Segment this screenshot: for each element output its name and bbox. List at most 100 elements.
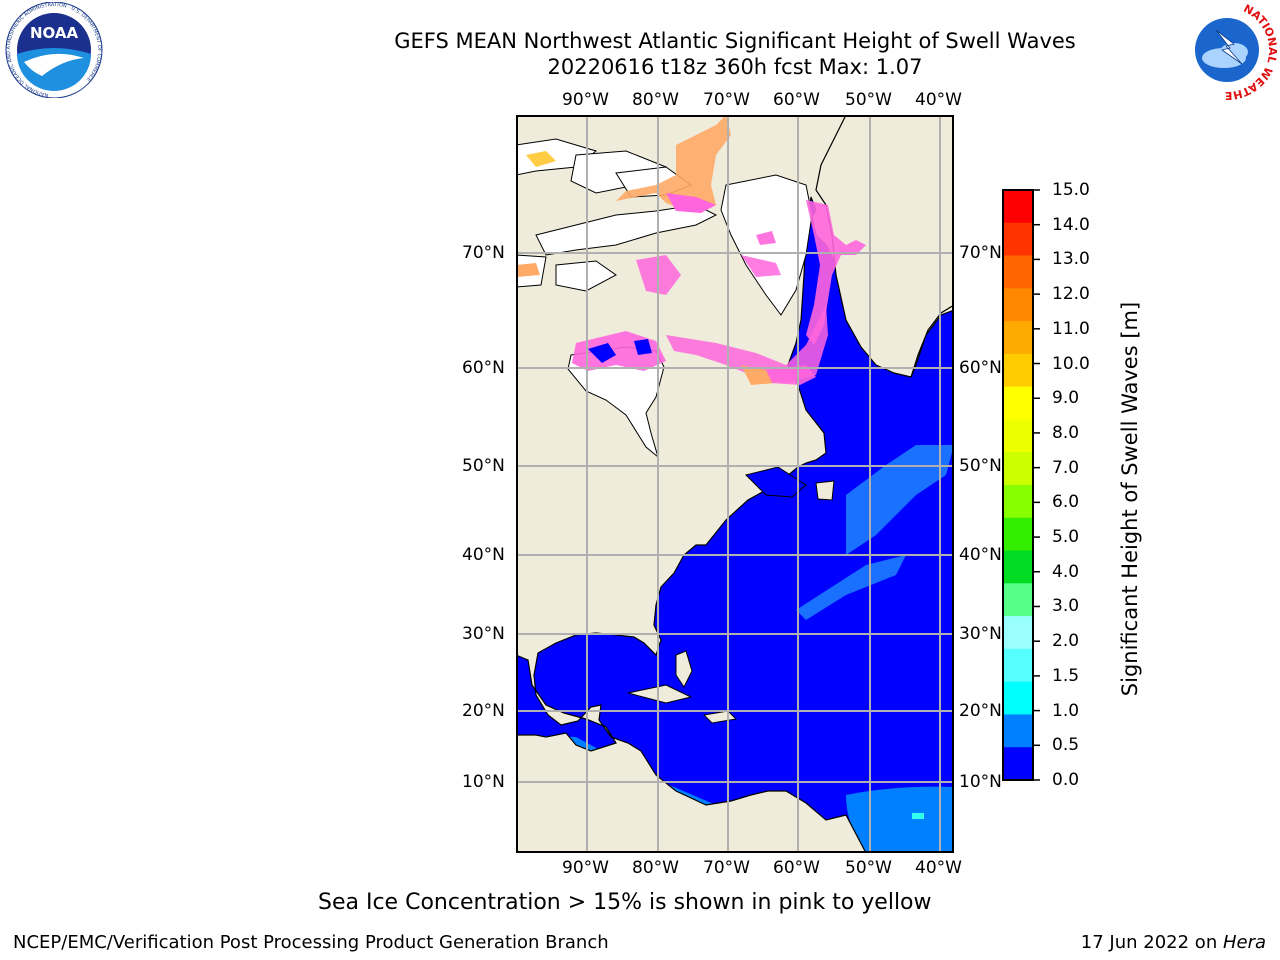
lon-label-bottom: 40°W xyxy=(915,858,962,878)
colorbar-segment xyxy=(1003,747,1033,781)
lon-label-bottom: 50°W xyxy=(845,858,892,878)
colorbar-tick-label: 3.0 xyxy=(1052,596,1080,617)
noaa-logo-text: NOAA xyxy=(30,24,79,42)
generation-date: 17 Jun 2022 on Hera xyxy=(1081,932,1266,953)
nws-logo-icon: NATIONAL WEATHER SERVICE xyxy=(1176,0,1278,100)
sea-ice-arctic-orange xyxy=(616,115,731,211)
lon-label-top: 60°W xyxy=(773,90,820,110)
lat-label-right: 30°N xyxy=(959,624,1002,644)
colorbar-tick-label: 15.0 xyxy=(1052,180,1090,200)
lon-label-top: 50°W xyxy=(845,90,892,110)
map-grid xyxy=(516,115,954,853)
colorbar-tick-label: 12.0 xyxy=(1052,284,1090,305)
colorbar-segment xyxy=(1003,550,1033,584)
colorbar-segment xyxy=(1003,517,1033,552)
colorbar-segment xyxy=(1003,255,1033,289)
colorbar-segment xyxy=(1003,583,1033,617)
colorbar xyxy=(1002,189,1040,781)
lat-label-right: 60°N xyxy=(959,358,1002,378)
sea-ice-yellow xyxy=(526,151,556,167)
colorbar-tick-label: 9.0 xyxy=(1052,388,1080,409)
sea-ice-footnote: Sea Ice Concentration > 15% is shown in … xyxy=(318,890,932,915)
colorbar-tick-label: 8.0 xyxy=(1052,422,1080,443)
colorbar-segment xyxy=(1003,321,1033,355)
lat-label-right: 10°N xyxy=(959,772,1002,792)
colorbar-segment xyxy=(1003,485,1033,519)
colorbar-tick-label: 10.0 xyxy=(1052,353,1090,374)
hudson-swell-pocket-2 xyxy=(634,339,652,355)
lat-label-left: 50°N xyxy=(462,456,505,476)
colorbar-segment xyxy=(1003,714,1033,748)
colorbar-segment xyxy=(1003,648,1033,683)
map-frame xyxy=(516,115,954,853)
arctic-channel-ice xyxy=(535,204,718,256)
florida-land xyxy=(675,650,693,688)
noaa-logo-icon: NOAA NATIONAL OCEANIC AND ATMOSPHERIC AD… xyxy=(5,2,103,98)
sea-ice-orange-labrador xyxy=(741,365,776,385)
colorbar-frame xyxy=(1002,189,1034,781)
lat-label-right: 50°N xyxy=(959,456,1002,476)
map-plot xyxy=(516,115,954,853)
sea-ice-labrador-edge xyxy=(766,365,816,385)
lat-label-left: 10°N xyxy=(462,772,505,792)
colorbar-segment xyxy=(1003,353,1033,388)
colorbar-tick-label: 5.0 xyxy=(1052,527,1080,548)
colorbar-segment xyxy=(1003,222,1033,257)
lon-label-bottom: 80°W xyxy=(632,858,679,878)
sea-ice-labrador xyxy=(666,305,828,383)
lat-label-left: 30°N xyxy=(462,624,505,644)
machine-name: Hera xyxy=(1222,932,1266,953)
tropical-swell-region xyxy=(846,786,954,853)
colorbar-tick-label: 13.0 xyxy=(1052,249,1090,270)
newfoundland-land xyxy=(815,480,835,501)
colorbar-tick-label: 7.0 xyxy=(1052,457,1080,478)
lon-label-top: 90°W xyxy=(562,90,609,110)
colorbar-segment xyxy=(1003,419,1033,453)
colorbar-tick-label: 14.0 xyxy=(1052,214,1090,235)
map-title: GEFS MEAN Northwest Atlantic Significant… xyxy=(394,29,1076,53)
date-text: 17 Jun 2022 on xyxy=(1080,932,1223,953)
midatlantic-swell-region xyxy=(846,445,954,555)
swell-streak xyxy=(796,555,906,620)
lon-label-bottom: 90°W xyxy=(562,858,609,878)
colorbar-tick-label: 6.0 xyxy=(1052,492,1080,513)
lon-label-bottom: 70°W xyxy=(703,858,750,878)
greenland-land xyxy=(815,115,954,378)
colorbar-segment xyxy=(1003,190,1033,224)
hudson-swell-pocket xyxy=(588,343,616,363)
lon-label-bottom: 60°W xyxy=(773,858,820,878)
lat-label-left: 20°N xyxy=(462,701,505,721)
colorbar-tick-label: 0.5 xyxy=(1052,735,1080,756)
sea-ice-baffin-south xyxy=(741,255,781,277)
lon-label-top: 40°W xyxy=(915,90,962,110)
sea-ice-patch xyxy=(756,231,776,245)
lat-label-right: 70°N xyxy=(959,243,1002,263)
colorbar-segment xyxy=(1003,386,1033,420)
lat-label-left: 40°N xyxy=(462,545,505,565)
colorbar-segment xyxy=(1003,681,1033,715)
sea-ice-west xyxy=(516,263,540,277)
sea-ice-arctic-pink xyxy=(666,193,716,213)
colorbar-tick-label: 11.0 xyxy=(1052,318,1090,339)
colorbar-segment xyxy=(1003,616,1033,650)
colorbar-segment xyxy=(1003,452,1033,486)
lon-label-top: 70°W xyxy=(703,90,750,110)
lat-label-left: 60°N xyxy=(462,358,505,378)
lat-label-left: 70°N xyxy=(462,243,505,263)
swell-spot-cyan xyxy=(912,813,924,819)
lat-label-right: 40°N xyxy=(959,545,1002,565)
branch-credit: NCEP/EMC/Verification Post Processing Pr… xyxy=(13,932,609,953)
lon-label-top: 80°W xyxy=(632,90,679,110)
colorbar-tick-label: 1.0 xyxy=(1052,700,1080,721)
colorbar-tick-label: 2.0 xyxy=(1052,631,1080,652)
map-subtitle: 20220616 t18z 360h fcst Max: 1.07 xyxy=(547,55,923,79)
sea-ice-baffin xyxy=(806,200,866,345)
colorbar-label: Significant Height of Swell Waves [m] xyxy=(1118,301,1142,697)
cuba-land xyxy=(627,684,693,704)
baffin-bay-ice xyxy=(720,174,813,316)
colorbar-segment xyxy=(1003,288,1033,322)
colorbar-tick-label: 0.0 xyxy=(1052,770,1080,790)
colorbar-tick-label: 1.5 xyxy=(1052,665,1080,686)
lat-label-right: 20°N xyxy=(959,701,1002,721)
colorbar-tick-label: 4.0 xyxy=(1052,561,1080,582)
